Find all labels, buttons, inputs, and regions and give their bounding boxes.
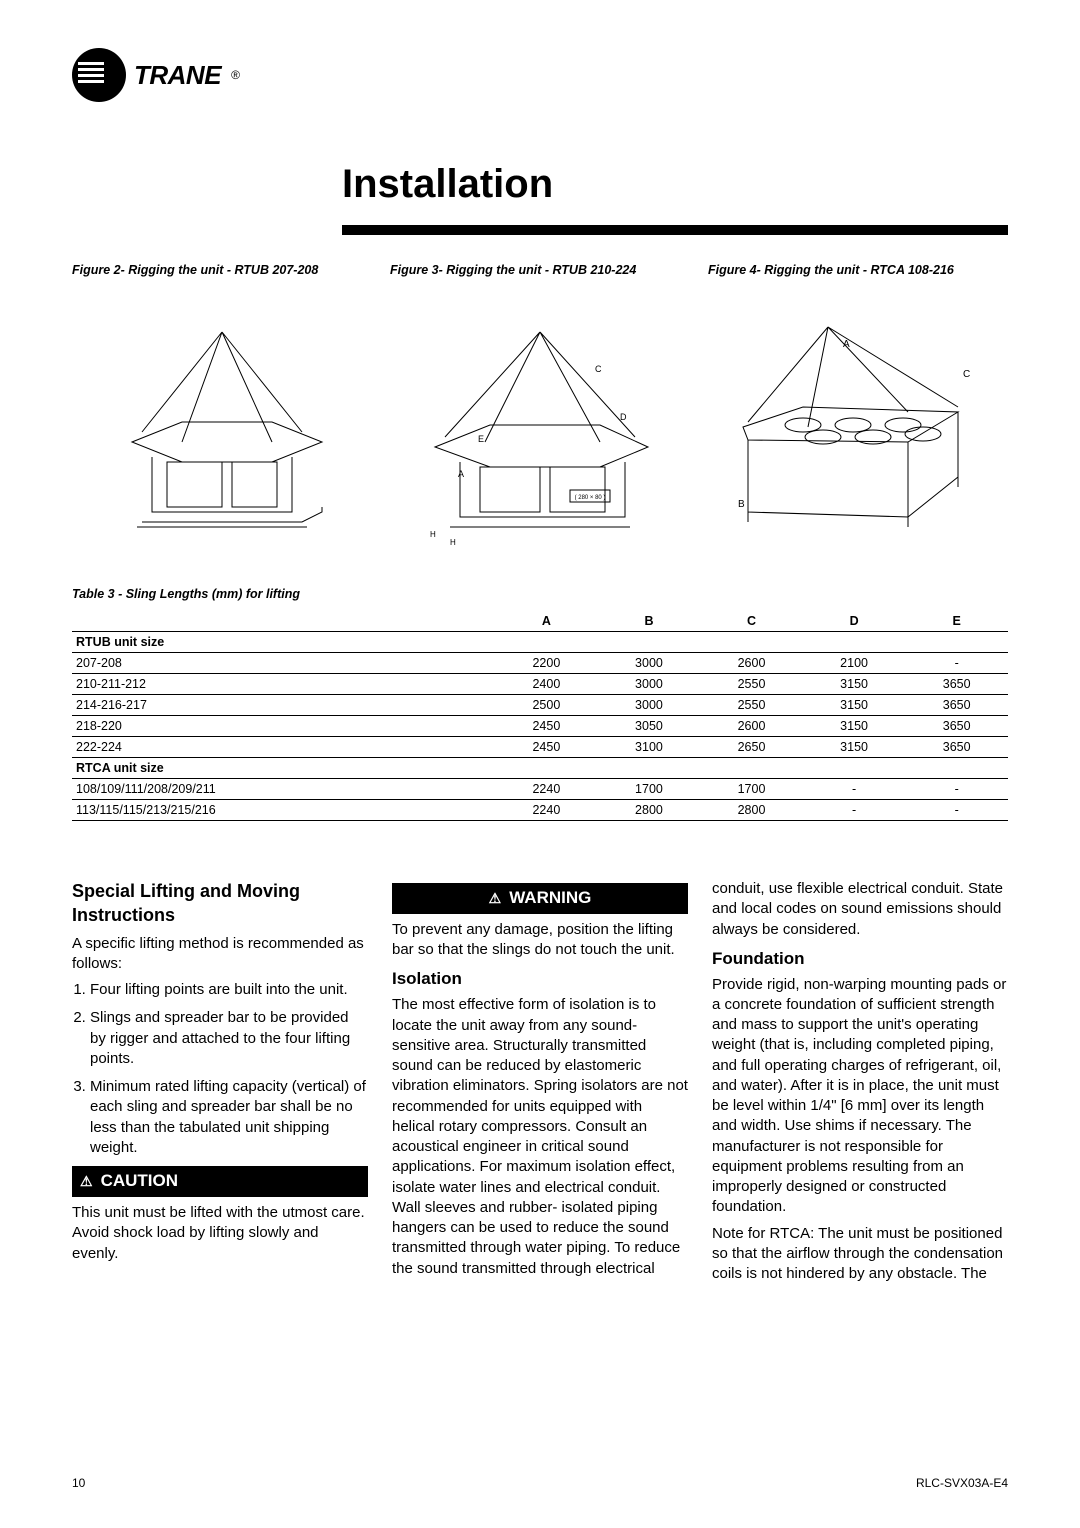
title-rule bbox=[342, 225, 1008, 235]
svg-text:A: A bbox=[843, 339, 850, 350]
col-b: B bbox=[598, 611, 701, 632]
table-row: 207-2082200300026002100- bbox=[72, 653, 1008, 674]
table-row: 210-211-21224003000255031503650 bbox=[72, 674, 1008, 695]
brand-logo: TRANE ® bbox=[72, 48, 1008, 102]
svg-text:D: D bbox=[620, 412, 627, 422]
col-e: E bbox=[905, 611, 1008, 632]
table-3-caption: Table 3 - Sling Lengths (mm) for lifting bbox=[72, 587, 1008, 601]
table-row: 218-22024503050260031503650 bbox=[72, 716, 1008, 737]
svg-text:( 280 × 80 ): ( 280 × 80 ) bbox=[575, 495, 606, 501]
caution-label: CAUTION bbox=[101, 1170, 178, 1193]
table-row: 214-216-21725003000255031503650 bbox=[72, 695, 1008, 716]
rtca-subheader: RTCA unit size bbox=[72, 758, 1008, 779]
table-row: 222-22424503100265031503650 bbox=[72, 737, 1008, 758]
svg-text:E: E bbox=[478, 434, 484, 444]
table-row: 113/115/115/213/215/216224028002800-- bbox=[72, 800, 1008, 821]
page-number: 10 bbox=[72, 1476, 85, 1490]
page-title: Installation bbox=[342, 162, 1008, 207]
foundation-text-2: Note for RTCA: The unit must be position… bbox=[712, 1224, 1008, 1285]
column-2: ⚠ WARNING To prevent any damage, positio… bbox=[392, 879, 688, 1290]
figure-4-caption: Figure 4- Rigging the unit - RTCA 108-21… bbox=[708, 263, 1008, 277]
isolation-heading: Isolation bbox=[392, 968, 688, 991]
warning-text: To prevent any damage, position the lift… bbox=[392, 920, 688, 961]
special-lifting-heading: Special Lifting and Moving Instructions bbox=[72, 879, 368, 928]
svg-text:B: B bbox=[738, 499, 745, 510]
col-d: D bbox=[803, 611, 906, 632]
col-c: C bbox=[700, 611, 803, 632]
warning-box: ⚠ WARNING bbox=[392, 883, 688, 914]
figure-3-caption: Figure 3- Rigging the unit - RTUB 210-22… bbox=[390, 263, 690, 277]
caution-box: ⚠ CAUTION bbox=[72, 1166, 368, 1197]
figure-2-diagram bbox=[72, 312, 372, 552]
svg-text:H: H bbox=[450, 538, 456, 547]
svg-text:C: C bbox=[595, 364, 602, 374]
logo-icon bbox=[72, 48, 126, 102]
figure-2-caption: Figure 2- Rigging the unit - RTUB 207-20… bbox=[72, 263, 372, 277]
svg-text:C: C bbox=[963, 369, 970, 380]
rtub-subheader: RTUB unit size bbox=[72, 632, 1008, 653]
warning-triangle-icon: ⚠ bbox=[489, 889, 502, 908]
column-1: Special Lifting and Moving Instructions … bbox=[72, 879, 368, 1290]
caution-text: This unit must be lifted with the utmost… bbox=[72, 1203, 368, 1264]
figure-4-diagram: A C B bbox=[708, 312, 1008, 552]
foundation-heading: Foundation bbox=[712, 948, 1008, 971]
column-3: conduit, use flexible electrical conduit… bbox=[712, 879, 1008, 1290]
svg-text:A: A bbox=[458, 469, 464, 479]
conduit-text: conduit, use flexible electrical conduit… bbox=[712, 879, 1008, 940]
lifting-step-2: Slings and spreader bar to be provided b… bbox=[90, 1008, 368, 1069]
warning-label: WARNING bbox=[509, 887, 591, 910]
foundation-text-1: Provide rigid, non-warping mounting pads… bbox=[712, 975, 1008, 1218]
logo-reg: ® bbox=[231, 68, 240, 82]
lifting-intro: A specific lifting method is recommended… bbox=[72, 934, 368, 975]
warning-triangle-icon: ⚠ bbox=[80, 1172, 93, 1191]
isolation-text: The most effective form of isolation is … bbox=[392, 995, 688, 1279]
doc-id: RLC-SVX03A-E4 bbox=[916, 1476, 1008, 1490]
lifting-step-3: Minimum rated lifting capacity (vertical… bbox=[90, 1077, 368, 1158]
logo-text: TRANE bbox=[134, 60, 221, 91]
sling-lengths-table: A B C D E RTUB unit size 207-20822003000… bbox=[72, 611, 1008, 821]
lifting-step-1: Four lifting points are built into the u… bbox=[90, 980, 368, 1000]
figure-3-diagram: ( 280 × 80 ) E C D A H H bbox=[390, 312, 690, 552]
table-row: 108/109/111/208/209/211224017001700-- bbox=[72, 779, 1008, 800]
col-blank bbox=[72, 611, 495, 632]
svg-text:H: H bbox=[430, 530, 436, 539]
col-a: A bbox=[495, 611, 598, 632]
